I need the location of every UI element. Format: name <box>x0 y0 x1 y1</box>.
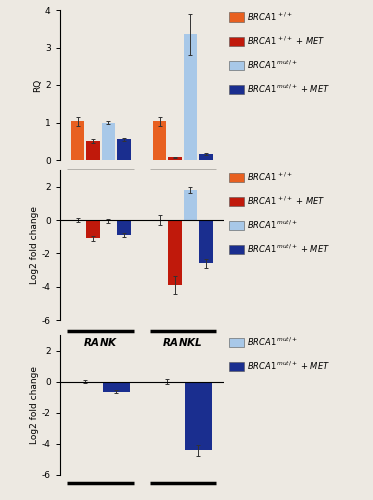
Bar <box>184 34 197 160</box>
Bar <box>71 122 84 160</box>
Bar <box>185 382 212 450</box>
Y-axis label: Log2 fold change: Log2 fold change <box>30 206 39 284</box>
Text: $\bfit{RANKL}$: $\bfit{RANKL}$ <box>163 336 203 348</box>
Bar <box>199 154 213 160</box>
Bar <box>86 220 100 238</box>
Text: $\it{BRCA1}^{\/+/+}$ + MET: $\it{BRCA1}^{\/+/+}$ + MET <box>247 35 325 47</box>
Text: $\it{BRCA1}^{\/mut/+}$: $\it{BRCA1}^{\/mut/+}$ <box>247 59 297 71</box>
Bar <box>101 220 115 221</box>
Bar <box>168 158 182 160</box>
Bar <box>199 220 213 264</box>
Bar <box>86 141 100 160</box>
Text: $\it{BRCA1}^{\/+/+}$: $\it{BRCA1}^{\/+/+}$ <box>247 171 293 183</box>
Y-axis label: RQ: RQ <box>33 78 42 92</box>
Bar <box>101 122 115 160</box>
Text: $\bfit{RANK}$: $\bfit{RANK}$ <box>83 336 118 348</box>
Text: $\it{BRCA1}^{\/+/+}$ + MET: $\it{BRCA1}^{\/+/+}$ + MET <box>247 195 325 207</box>
Text: $\it{BRCA1}^{\/mut/+}$: $\it{BRCA1}^{\/mut/+}$ <box>247 336 297 348</box>
Bar <box>153 122 166 160</box>
Bar <box>117 220 131 235</box>
Bar <box>168 220 182 285</box>
Bar <box>117 140 131 160</box>
Text: $\it{BRCA1}^{\/+/+}$: $\it{BRCA1}^{\/+/+}$ <box>247 11 293 23</box>
Text: $\bfit{RANKL}$: $\bfit{RANKL}$ <box>163 182 203 194</box>
Text: $\it{BRCA1}^{\/mut/+}$ + MET: $\it{BRCA1}^{\/mut/+}$ + MET <box>247 243 330 255</box>
Bar <box>184 190 197 220</box>
Text: $\bfit{RANK}$: $\bfit{RANK}$ <box>83 182 118 194</box>
Text: $\bfit{RANK}$: $\bfit{RANK}$ <box>83 342 118 354</box>
Bar <box>103 382 130 392</box>
Text: $\bfit{RANKL}$: $\bfit{RANKL}$ <box>163 342 203 354</box>
Y-axis label: Log2 fold change: Log2 fold change <box>30 366 39 444</box>
Text: $\it{BRCA1}^{\/mut/+}$ + MET: $\it{BRCA1}^{\/mut/+}$ + MET <box>247 83 330 95</box>
Text: $\it{BRCA1}^{\/mut/+}$ + MET: $\it{BRCA1}^{\/mut/+}$ + MET <box>247 360 330 372</box>
Text: $\it{BRCA1}^{\/mut/+}$: $\it{BRCA1}^{\/mut/+}$ <box>247 219 297 231</box>
